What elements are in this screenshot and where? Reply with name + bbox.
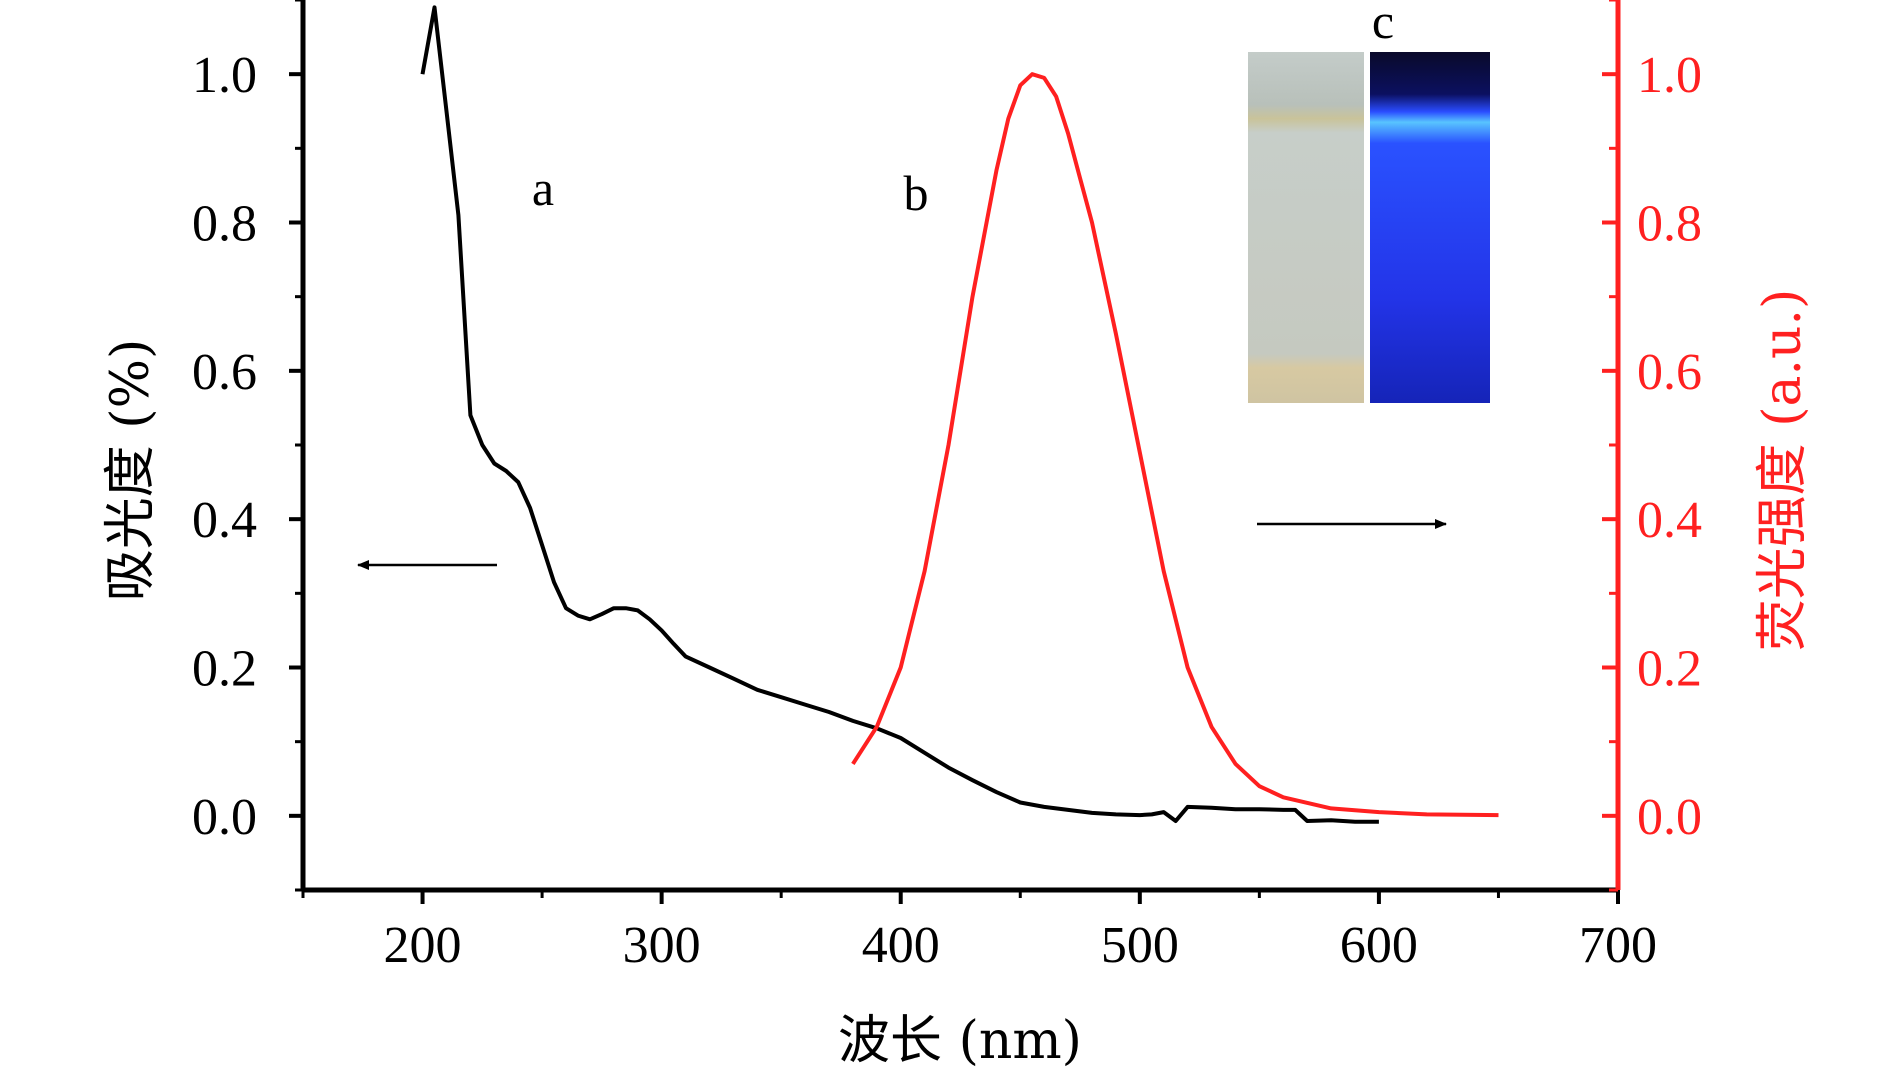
x-tick-label-200: 200 <box>384 917 462 974</box>
y-right-tick-label-0.0: 0.0 <box>1637 789 1702 846</box>
y-left-tick-label-0.4: 0.4 <box>192 492 257 549</box>
x-tick-label-600: 600 <box>1340 917 1418 974</box>
x-tick-label-500: 500 <box>1101 917 1179 974</box>
y-left-axis-title: 吸光度 (%) <box>101 339 161 602</box>
y-right-tick-label-0.4: 0.4 <box>1637 492 1702 549</box>
x-tick-label-300: 300 <box>623 917 701 974</box>
cuvette-daylight-photo <box>1248 52 1364 403</box>
ticks <box>289 0 1620 904</box>
tick-labels: 200 300 400 500 600 700 0.0 0.2 0.4 0.6 0.8 1.0 0.0 0… <box>192 47 1702 974</box>
annotation-label-b: b <box>904 165 929 221</box>
y-right-axis-title: 荧光强度 (a.u.) <box>1753 289 1813 652</box>
y-left-tick-label-1.0: 1.0 <box>192 47 257 104</box>
y-right-tick-label-0.2: 0.2 <box>1637 641 1702 698</box>
y-left-tick-label-0.6: 0.6 <box>192 344 257 401</box>
series-b-line <box>851 72 1499 818</box>
y-left-tick-label-0.8: 0.8 <box>192 196 257 253</box>
cuvette-uv-photo <box>1370 52 1490 403</box>
inset-label-c: c <box>1372 0 1394 49</box>
y-right-tick-label-0.6: 0.6 <box>1637 344 1702 401</box>
series-a-line <box>420 5 1379 824</box>
x-tick-label-400: 400 <box>862 917 940 974</box>
x-tick-label-700: 700 <box>1579 917 1657 974</box>
x-axis-title: 波长 (nm) <box>838 1011 1082 1071</box>
annotation-label-a: a <box>532 160 554 216</box>
inset-photo: c <box>1248 0 1490 403</box>
y-right-tick-label-0.8: 0.8 <box>1637 196 1702 253</box>
y-left-tick-label-0.2: 0.2 <box>192 641 257 698</box>
y-left-tick-label-0.0: 0.0 <box>192 789 257 846</box>
y-right-tick-label-1.0: 1.0 <box>1637 47 1702 104</box>
